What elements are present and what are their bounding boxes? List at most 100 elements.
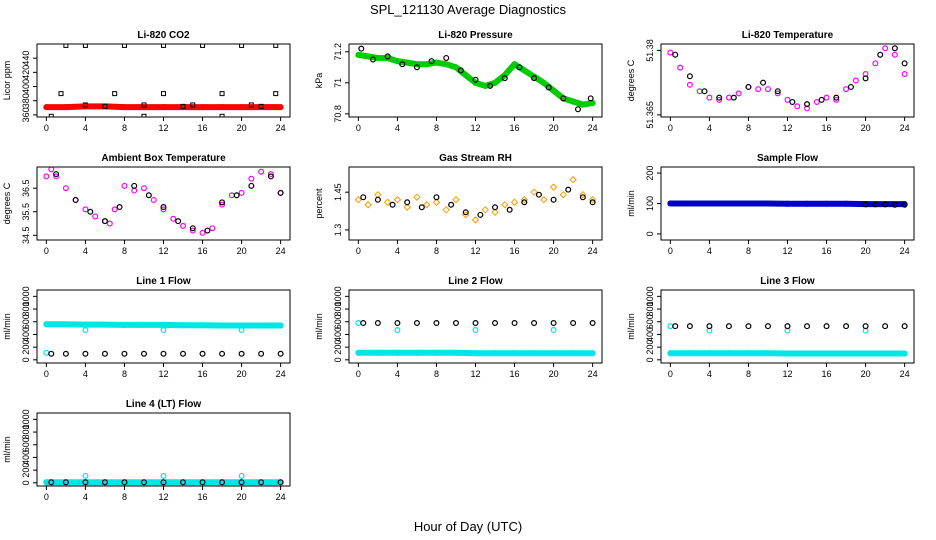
series-1 [355, 51, 596, 108]
data-point [764, 86, 771, 93]
data-point [62, 104, 69, 111]
data-point [477, 211, 484, 218]
data-point [672, 323, 679, 330]
panel-y-axis-label: ml/min [626, 313, 636, 340]
data-point [457, 67, 464, 74]
data-point [550, 87, 557, 94]
y-tick-label: 400 [21, 79, 31, 94]
data-point [725, 94, 732, 101]
series-2 [360, 186, 596, 218]
panel-points [43, 472, 284, 486]
data-point [549, 183, 558, 191]
data-point [452, 196, 460, 204]
data-point [882, 45, 889, 52]
x-tick-label: 12 [158, 246, 168, 256]
data-point [63, 44, 69, 48]
panel-points [667, 323, 908, 357]
data-point [482, 82, 489, 89]
data-point [180, 479, 187, 486]
x-tick-label: 0 [356, 246, 361, 256]
data-point [696, 88, 703, 95]
data-point [62, 350, 69, 357]
y-tick-label: 34.5 [21, 227, 31, 245]
data-point [823, 200, 830, 207]
panel-points [355, 320, 596, 357]
panel-10: Line 4 (LT) Flow ml/min 0 4 8 12 16 20 24 0 200400… [2, 399, 291, 502]
data-point [530, 188, 538, 196]
x-tick-label: 20 [237, 123, 247, 133]
data-point [160, 472, 167, 479]
y-tick-label: 1000 [21, 286, 31, 306]
x-tick-label: 16 [510, 123, 520, 133]
series-1 [355, 349, 596, 357]
data-point [82, 321, 89, 328]
data-point [540, 79, 547, 86]
data-point [452, 349, 459, 356]
data-point [160, 326, 167, 333]
data-point [823, 350, 830, 357]
data-point [106, 220, 113, 227]
data-point [745, 323, 752, 330]
data-point [570, 350, 577, 357]
data-point [394, 326, 401, 333]
x-tick-label: 20 [861, 246, 871, 256]
data-point [58, 91, 64, 97]
x-tick-label: 12 [158, 492, 168, 502]
series-2 [355, 320, 557, 333]
data-point [901, 350, 908, 357]
data-point [199, 479, 206, 486]
y-tick-label: 36.5 [21, 179, 31, 197]
data-point [784, 323, 791, 330]
figure-x-axis-label: Hour of Day (UTC) [414, 519, 522, 534]
data-point [277, 189, 284, 196]
series-2 [672, 45, 908, 108]
data-point [180, 103, 186, 109]
x-tick-label: 4 [83, 123, 88, 133]
x-tick-label: 24 [588, 123, 598, 133]
data-point [471, 216, 480, 224]
series-3 [360, 320, 596, 327]
data-point [574, 106, 581, 113]
data-point [545, 84, 552, 91]
data-point [160, 104, 167, 111]
data-point [462, 72, 469, 79]
panel-points [667, 45, 908, 112]
y-tick-label: 0 [645, 357, 655, 362]
data-point [160, 204, 167, 211]
data-point [433, 320, 440, 327]
data-point [277, 479, 284, 486]
data-point [745, 200, 752, 207]
data-point [764, 323, 771, 330]
data-point [53, 171, 60, 178]
data-point [843, 323, 850, 330]
data-point [428, 58, 435, 65]
data-point [209, 225, 216, 232]
data-point [760, 79, 767, 86]
series-3 [48, 479, 284, 486]
x-tick-label: 0 [44, 369, 49, 379]
y-tick-label: 600 [645, 314, 655, 329]
data-point [725, 323, 732, 330]
data-point [872, 60, 879, 67]
x-tick-label: 4 [395, 369, 400, 379]
series-1 [43, 321, 284, 329]
series-1 [667, 350, 908, 357]
series-1 [354, 175, 597, 224]
data-point [121, 44, 127, 48]
y-tick-label: 0 [21, 357, 31, 362]
data-point [443, 61, 450, 68]
x-tick-label: 16 [822, 123, 832, 133]
x-tick-label: 24 [276, 246, 286, 256]
data-point [882, 323, 889, 330]
y-tick-label: 70.8 [333, 105, 343, 123]
data-point [160, 350, 167, 357]
x-tick-label: 16 [822, 369, 832, 379]
data-point [794, 103, 801, 110]
data-point [355, 51, 362, 58]
data-point [233, 192, 240, 199]
y-tick-label: 600 [333, 314, 343, 329]
data-point [200, 44, 206, 48]
data-point [141, 102, 147, 108]
y-tick-label: 440 [21, 51, 31, 66]
data-point [248, 182, 255, 189]
